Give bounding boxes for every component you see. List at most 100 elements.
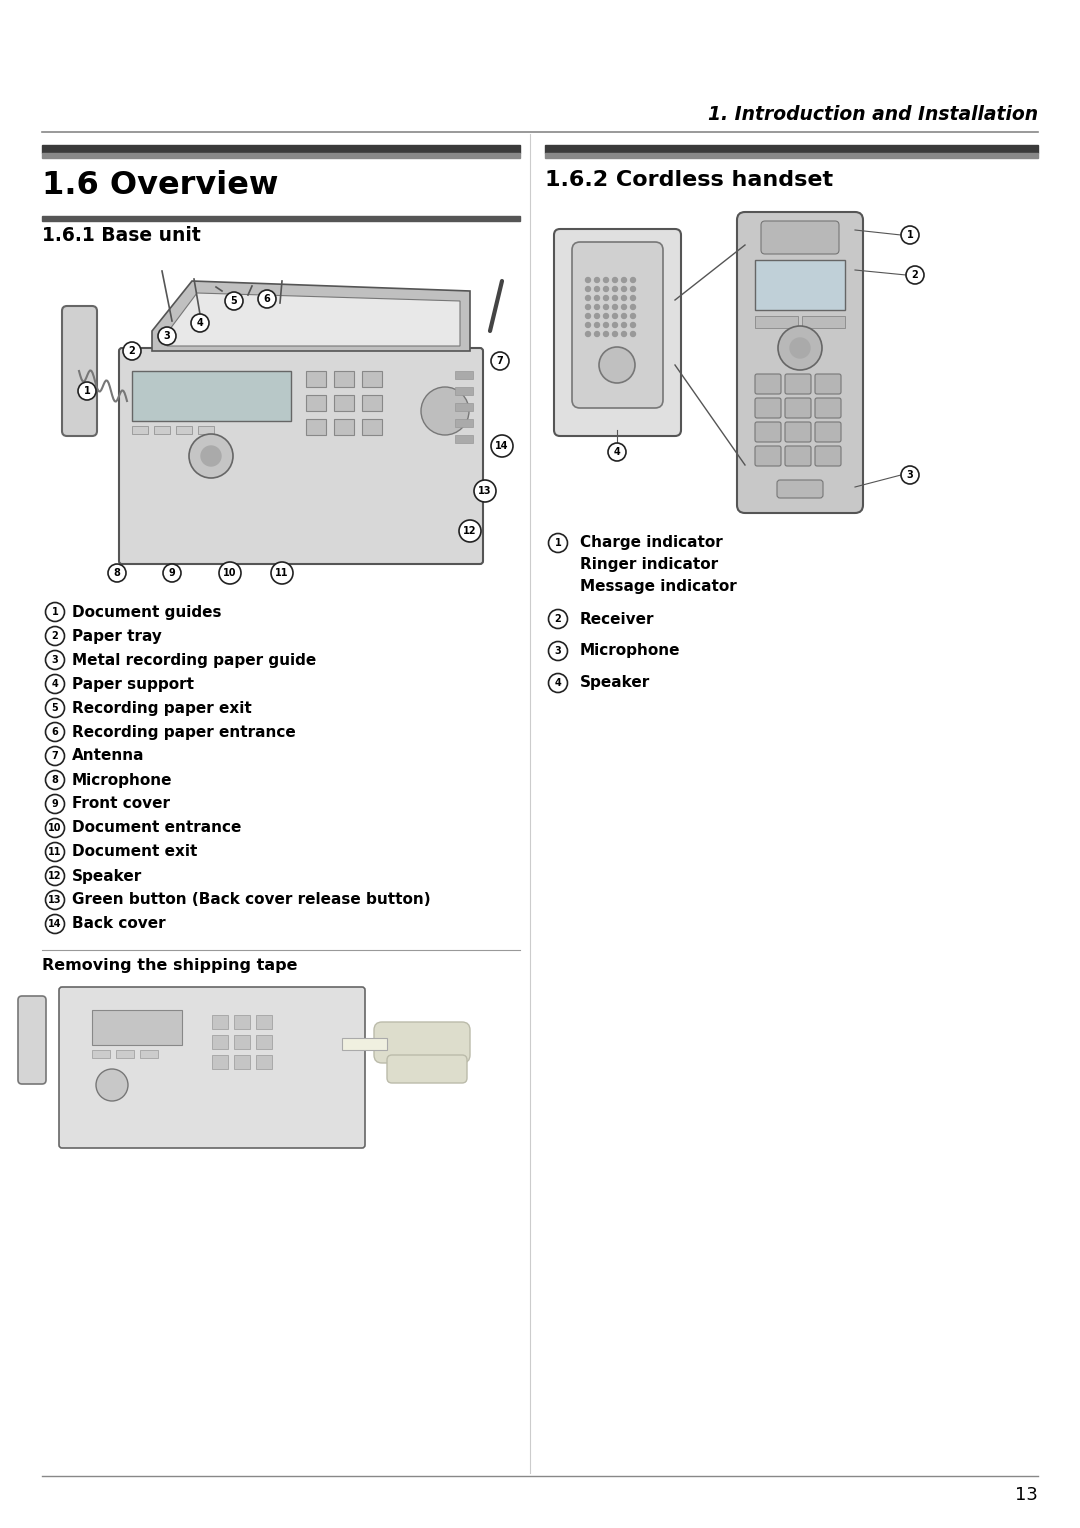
Circle shape: [459, 520, 481, 542]
Circle shape: [45, 770, 65, 790]
FancyBboxPatch shape: [815, 446, 841, 466]
FancyBboxPatch shape: [777, 480, 823, 498]
Circle shape: [45, 891, 65, 909]
Circle shape: [45, 842, 65, 862]
FancyBboxPatch shape: [815, 422, 841, 442]
Circle shape: [594, 313, 599, 318]
Circle shape: [604, 332, 608, 336]
Text: Receiver: Receiver: [580, 611, 654, 626]
Bar: [42, 215, 519, 222]
Text: 6: 6: [52, 727, 58, 736]
Circle shape: [604, 313, 608, 318]
Circle shape: [491, 351, 509, 370]
Circle shape: [621, 304, 626, 310]
Circle shape: [778, 325, 822, 370]
Text: 4: 4: [613, 448, 620, 457]
Text: 3: 3: [555, 646, 562, 656]
Polygon shape: [167, 293, 460, 345]
Circle shape: [608, 443, 626, 461]
Bar: [212, 1015, 228, 1028]
Bar: [42, 145, 519, 153]
Circle shape: [585, 332, 591, 336]
Circle shape: [604, 295, 608, 301]
Bar: [755, 316, 798, 329]
FancyBboxPatch shape: [62, 306, 97, 435]
Circle shape: [901, 226, 919, 244]
Text: 1: 1: [83, 387, 91, 396]
Bar: [455, 435, 473, 443]
Circle shape: [585, 295, 591, 301]
FancyBboxPatch shape: [785, 374, 811, 394]
Text: Ringer indicator: Ringer indicator: [580, 558, 718, 573]
Circle shape: [549, 674, 567, 692]
Circle shape: [585, 304, 591, 310]
FancyBboxPatch shape: [755, 374, 781, 394]
Text: 8: 8: [113, 568, 121, 578]
Bar: [132, 371, 291, 422]
FancyBboxPatch shape: [815, 374, 841, 394]
Text: 2: 2: [555, 614, 562, 623]
Bar: [234, 1015, 249, 1028]
Bar: [198, 426, 214, 434]
Text: 7: 7: [52, 750, 58, 761]
Bar: [755, 260, 845, 310]
Bar: [334, 371, 354, 387]
Bar: [212, 1034, 228, 1050]
Bar: [545, 153, 1038, 157]
Text: Removing the shipping tape: Removing the shipping tape: [42, 958, 297, 973]
Bar: [116, 1050, 134, 1057]
Circle shape: [45, 674, 65, 694]
Text: Antenna: Antenna: [72, 749, 145, 764]
Circle shape: [631, 287, 635, 292]
Circle shape: [189, 434, 233, 478]
Circle shape: [604, 287, 608, 292]
Text: Message indicator: Message indicator: [580, 579, 737, 594]
Circle shape: [108, 564, 126, 582]
Text: 13: 13: [478, 486, 491, 497]
Circle shape: [45, 626, 65, 645]
FancyBboxPatch shape: [755, 397, 781, 419]
FancyBboxPatch shape: [374, 1022, 470, 1063]
Circle shape: [271, 562, 293, 584]
FancyBboxPatch shape: [755, 422, 781, 442]
Bar: [334, 396, 354, 411]
Circle shape: [549, 610, 567, 628]
Text: 7: 7: [497, 356, 503, 367]
Circle shape: [612, 278, 618, 283]
Bar: [42, 153, 519, 157]
Text: 1: 1: [52, 607, 58, 617]
Circle shape: [45, 747, 65, 766]
Circle shape: [612, 295, 618, 301]
Text: 10: 10: [49, 824, 62, 833]
Text: 6: 6: [264, 293, 270, 304]
Text: Speaker: Speaker: [580, 675, 650, 691]
FancyBboxPatch shape: [18, 996, 46, 1083]
Circle shape: [906, 266, 924, 284]
Bar: [362, 419, 382, 435]
Text: 3: 3: [906, 471, 914, 480]
Polygon shape: [152, 281, 470, 351]
Circle shape: [78, 382, 96, 400]
Text: 4: 4: [52, 678, 58, 689]
Text: Charge indicator: Charge indicator: [580, 535, 723, 550]
Bar: [234, 1034, 249, 1050]
Circle shape: [585, 278, 591, 283]
Bar: [455, 419, 473, 426]
Circle shape: [594, 304, 599, 310]
Circle shape: [491, 435, 513, 457]
Circle shape: [612, 287, 618, 292]
Bar: [306, 396, 326, 411]
Text: 4: 4: [197, 318, 203, 329]
FancyBboxPatch shape: [755, 446, 781, 466]
Circle shape: [594, 322, 599, 327]
Text: Paper support: Paper support: [72, 677, 194, 692]
FancyBboxPatch shape: [737, 212, 863, 513]
Text: 3: 3: [52, 656, 58, 665]
Circle shape: [612, 322, 618, 327]
Text: 2: 2: [129, 345, 135, 356]
Circle shape: [45, 819, 65, 837]
Circle shape: [96, 1070, 129, 1102]
Text: Back cover: Back cover: [72, 917, 165, 932]
Circle shape: [585, 313, 591, 318]
FancyBboxPatch shape: [785, 446, 811, 466]
